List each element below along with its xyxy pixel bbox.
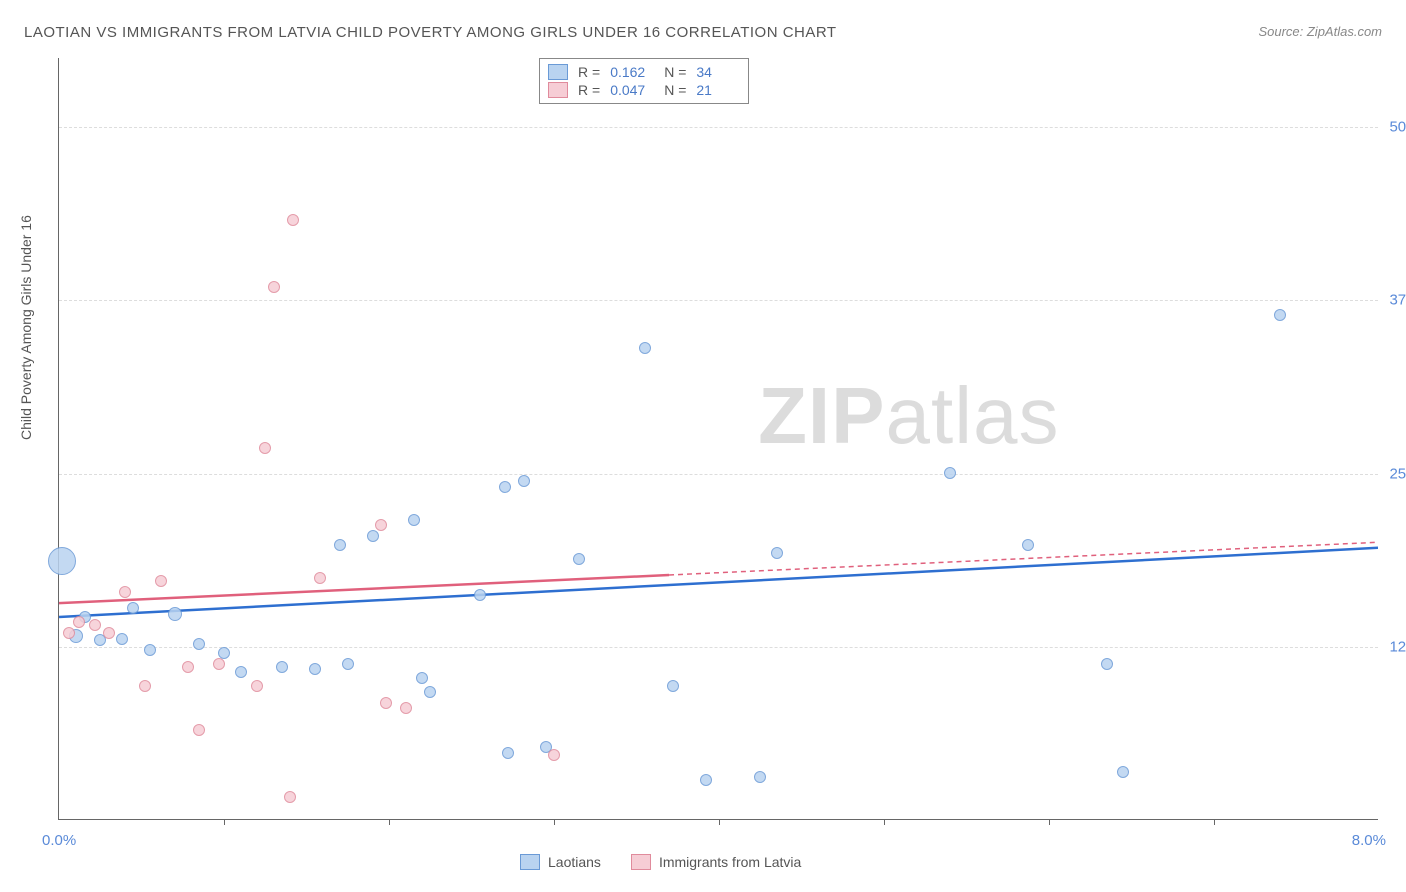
point-latvia — [400, 702, 412, 714]
x-tick — [1214, 819, 1215, 825]
point-laotians — [499, 481, 511, 493]
point-laotians — [1101, 658, 1113, 670]
point-latvia — [251, 680, 263, 692]
legend-item-latvia: Immigrants from Latvia — [631, 854, 801, 870]
point-laotians — [1022, 539, 1034, 551]
point-laotians — [502, 747, 514, 759]
point-laotians — [408, 514, 420, 526]
watermark-zip: ZIP — [758, 371, 885, 460]
x-min-label: 0.0% — [42, 832, 76, 849]
point-laotians — [474, 589, 486, 601]
watermark-atlas: atlas — [886, 371, 1060, 460]
point-laotians — [754, 771, 766, 783]
x-tick — [554, 819, 555, 825]
swatch-latvia — [548, 82, 568, 98]
point-laotians — [573, 553, 585, 565]
point-laotians — [667, 680, 679, 692]
point-laotians — [127, 602, 139, 614]
x-tick — [719, 819, 720, 825]
r-label: R = — [578, 64, 600, 80]
legend-label-2: Immigrants from Latvia — [659, 854, 801, 870]
swatch-latvia — [631, 854, 651, 870]
point-latvia — [213, 658, 225, 670]
point-laotians — [116, 633, 128, 645]
point-latvia — [139, 680, 151, 692]
point-latvia — [182, 661, 194, 673]
n-value-2: 21 — [696, 82, 740, 98]
r-label: R = — [578, 82, 600, 98]
point-laotians — [193, 638, 205, 650]
point-latvia — [193, 724, 205, 736]
stats-legend: R = 0.162 N = 34 R = 0.047 N = 21 — [539, 58, 749, 104]
legend-item-laotians: Laotians — [520, 854, 601, 870]
n-label: N = — [664, 64, 686, 80]
series-legend: Laotians Immigrants from Latvia — [520, 854, 801, 870]
source-attribution: Source: ZipAtlas.com — [1258, 24, 1382, 39]
watermark: ZIPatlas — [758, 370, 1059, 462]
swatch-laotians — [548, 64, 568, 80]
y-tick-label: 50.0% — [1389, 119, 1406, 136]
point-laotians — [771, 547, 783, 559]
point-laotians — [518, 475, 530, 487]
x-tick — [389, 819, 390, 825]
point-laotians — [416, 672, 428, 684]
gridline — [59, 127, 1378, 128]
point-laotians — [1117, 766, 1129, 778]
chart-title: LAOTIAN VS IMMIGRANTS FROM LATVIA CHILD … — [24, 24, 837, 41]
gridline — [59, 647, 1378, 648]
point-laotians — [944, 467, 956, 479]
n-label: N = — [664, 82, 686, 98]
point-latvia — [380, 697, 392, 709]
point-laotians — [168, 607, 182, 621]
point-laotians — [334, 539, 346, 551]
swatch-laotians — [520, 854, 540, 870]
trend-lines — [59, 58, 1378, 819]
stats-row-2: R = 0.047 N = 21 — [548, 81, 740, 99]
gridline — [59, 300, 1378, 301]
n-value-1: 34 — [696, 64, 740, 80]
legend-label-1: Laotians — [548, 854, 601, 870]
point-latvia — [375, 519, 387, 531]
point-laotians — [309, 663, 321, 675]
scatter-plot-area: R = 0.162 N = 34 R = 0.047 N = 21 ZIPatl… — [58, 58, 1378, 820]
point-laotians — [342, 658, 354, 670]
point-latvia — [548, 749, 560, 761]
point-latvia — [268, 281, 280, 293]
point-latvia — [63, 627, 75, 639]
point-latvia — [103, 627, 115, 639]
point-laotians — [276, 661, 288, 673]
point-laotians — [367, 530, 379, 542]
y-tick-label: 25.0% — [1389, 465, 1406, 482]
point-laotians — [144, 644, 156, 656]
r-value-1: 0.162 — [610, 64, 654, 80]
point-laotians — [639, 342, 651, 354]
point-latvia — [284, 791, 296, 803]
y-tick-label: 12.5% — [1389, 638, 1406, 655]
point-latvia — [119, 586, 131, 598]
point-latvia — [89, 619, 101, 631]
point-laotians — [48, 547, 76, 575]
point-laotians — [1274, 309, 1286, 321]
point-latvia — [155, 575, 167, 587]
point-latvia — [287, 214, 299, 226]
y-axis-title: Child Poverty Among Girls Under 16 — [18, 215, 34, 440]
x-max-label: 8.0% — [1352, 832, 1386, 849]
point-latvia — [259, 442, 271, 454]
x-tick — [224, 819, 225, 825]
point-latvia — [314, 572, 326, 584]
stats-row-1: R = 0.162 N = 34 — [548, 63, 740, 81]
point-laotians — [424, 686, 436, 698]
point-laotians — [235, 666, 247, 678]
x-tick — [1049, 819, 1050, 825]
y-tick-label: 37.5% — [1389, 292, 1406, 309]
r-value-2: 0.047 — [610, 82, 654, 98]
gridline — [59, 474, 1378, 475]
point-laotians — [700, 774, 712, 786]
point-latvia — [73, 616, 85, 628]
x-tick — [884, 819, 885, 825]
